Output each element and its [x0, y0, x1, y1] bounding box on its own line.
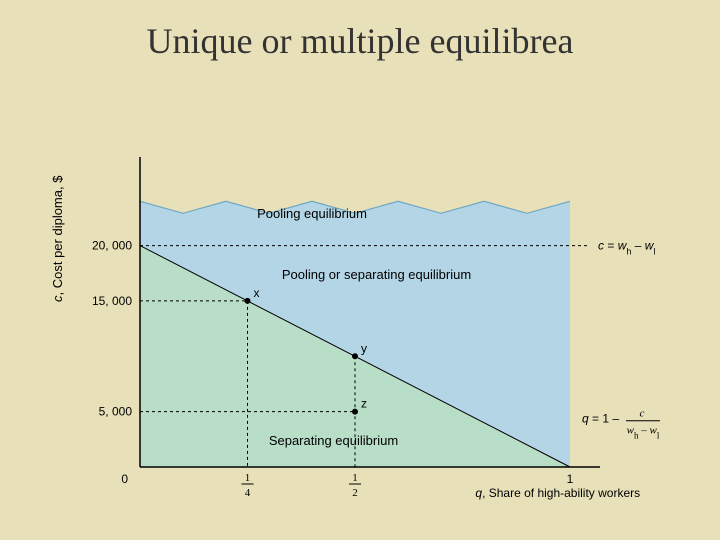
x-tick-den: 4 [245, 487, 251, 499]
point-x-label: x [254, 286, 260, 300]
x-tick-num: 1 [245, 472, 251, 484]
pooling-label: Pooling equilibrium [257, 206, 367, 221]
y-tick-label: 15, 000 [92, 294, 132, 308]
x-tick-label: 1 [567, 472, 574, 486]
point-x [245, 298, 251, 304]
q-formula-den: wh – wl [627, 425, 660, 441]
page-title: Unique or multiple equilibrea [0, 0, 720, 72]
c-formula: c = wh – wl [598, 239, 655, 257]
x-tick-num: 1 [352, 472, 358, 484]
q-formula: q = 1 – [582, 412, 619, 426]
chart-svg: xyz20, 00015, 0005, 000014121q, Share of… [0, 72, 720, 522]
x-tick-den: 2 [352, 487, 358, 499]
q-formula-num: c [640, 408, 645, 420]
y-tick-label: 5, 000 [99, 405, 133, 419]
chart-container: c, Cost per diploma, $ xyz20, 00015, 000… [0, 72, 720, 522]
point-z [352, 409, 358, 415]
point-y-label: y [361, 341, 367, 355]
point-z-label: z [361, 397, 367, 411]
y-tick-label: 20, 000 [92, 239, 132, 253]
pooling-or-sep-label: Pooling or separating equilibrium [282, 267, 471, 282]
separating-label: Separating equilibrium [269, 433, 398, 448]
origin-label: 0 [121, 472, 128, 486]
point-y [352, 353, 358, 359]
y-axis-label: c, Cost per diploma, $ [50, 176, 65, 302]
x-axis-label: q, Share of high-ability workers [475, 486, 640, 500]
